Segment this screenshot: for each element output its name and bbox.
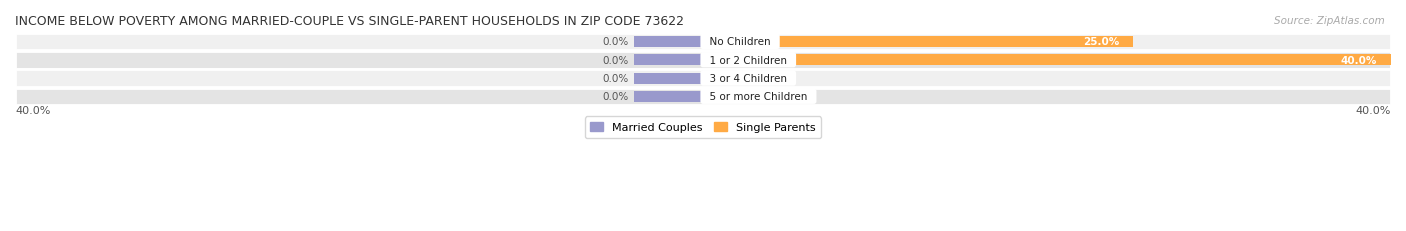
Text: 3 or 4 Children: 3 or 4 Children — [703, 74, 793, 84]
Text: 5 or more Children: 5 or more Children — [703, 92, 814, 102]
Bar — [634, 91, 703, 102]
Text: 0.0%: 0.0% — [603, 55, 628, 65]
Text: 0.0%: 0.0% — [603, 74, 628, 84]
Text: 0.0%: 0.0% — [603, 92, 628, 102]
Text: 40.0%: 40.0% — [1355, 106, 1391, 116]
Bar — [703, 73, 747, 84]
Text: INCOME BELOW POVERTY AMONG MARRIED-COUPLE VS SINGLE-PARENT HOUSEHOLDS IN ZIP COD: INCOME BELOW POVERTY AMONG MARRIED-COUPL… — [15, 15, 683, 28]
Bar — [15, 33, 1391, 51]
Text: 0.0%: 0.0% — [751, 74, 778, 84]
Text: 1 or 2 Children: 1 or 2 Children — [703, 55, 793, 65]
Bar — [703, 91, 747, 102]
Bar — [634, 55, 703, 66]
Text: Source: ZipAtlas.com: Source: ZipAtlas.com — [1274, 16, 1385, 26]
Text: 40.0%: 40.0% — [1341, 55, 1378, 65]
Bar — [634, 37, 703, 48]
Bar — [15, 52, 1391, 69]
Text: No Children: No Children — [703, 37, 778, 47]
Bar — [15, 70, 1391, 88]
Bar — [703, 37, 1133, 48]
Bar — [703, 55, 1391, 66]
Bar — [634, 73, 703, 84]
Text: 25.0%: 25.0% — [1083, 37, 1119, 47]
Bar — [15, 88, 1391, 106]
Legend: Married Couples, Single Parents: Married Couples, Single Parents — [585, 117, 821, 138]
Text: 40.0%: 40.0% — [15, 106, 51, 116]
Text: 0.0%: 0.0% — [751, 92, 778, 102]
Text: 0.0%: 0.0% — [603, 37, 628, 47]
